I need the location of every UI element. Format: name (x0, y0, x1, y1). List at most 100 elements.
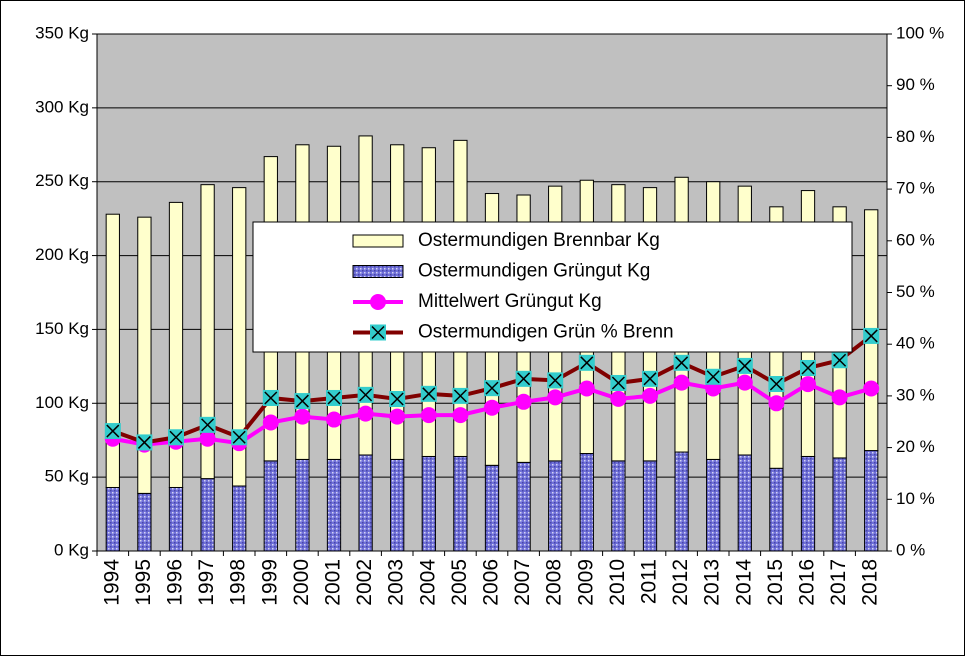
bar (168, 486, 184, 552)
marker-cross (675, 356, 689, 370)
bar (832, 457, 847, 552)
marker-cross (643, 372, 657, 386)
x-tick-label: 1997 (195, 559, 218, 606)
marker-cross (137, 435, 151, 449)
marker-cross (517, 372, 531, 386)
marker-cross (422, 387, 436, 401)
bar (674, 451, 689, 552)
x-tick-label: 1999 (258, 559, 281, 606)
x-tick-label: 2005 (448, 559, 471, 606)
bar (800, 455, 816, 552)
x-tick-label: 2016 (796, 559, 819, 606)
marker (547, 389, 564, 406)
legend-swatch (352, 265, 404, 278)
bar (706, 458, 721, 552)
x-tick-label: 2008 (543, 559, 566, 606)
marker (800, 376, 816, 393)
marker-cross (864, 329, 878, 343)
y2-tick-label: 60 % (896, 230, 935, 249)
x-tick-label: 2001 (322, 559, 345, 606)
bar (326, 458, 342, 552)
marker-cross (232, 430, 246, 444)
bar (548, 460, 563, 552)
marker (831, 389, 848, 406)
marker-cross (295, 394, 309, 408)
x-tick-label: 2013 (701, 559, 724, 606)
marker-cross (485, 381, 499, 395)
bar (358, 454, 373, 552)
bar (864, 450, 879, 552)
bar (390, 458, 405, 552)
x-tick-label: 2003 (385, 559, 408, 606)
marker (768, 395, 785, 412)
bar (105, 486, 120, 552)
y-tick-label: 200 Kg (35, 245, 89, 264)
x-tick-label: 2002 (353, 559, 376, 606)
marker-cross (327, 391, 341, 405)
x-tick-label: 2010 (606, 559, 629, 606)
y-tick-label: 100 Kg (35, 393, 89, 412)
marker-cross (453, 389, 467, 403)
marker (673, 374, 690, 391)
marker-cross (706, 370, 720, 384)
bar (484, 464, 500, 552)
y-tick-label: 50 Kg (45, 467, 89, 486)
marker (389, 408, 406, 425)
marker (357, 405, 374, 422)
marker-cross (611, 376, 625, 390)
marker-cross (801, 361, 815, 375)
marker (515, 393, 532, 410)
marker (736, 374, 753, 391)
y2-tick-label: 40 % (896, 334, 935, 353)
bar (642, 460, 658, 552)
x-tick-label: 2007 (511, 559, 534, 606)
y2-tick-label: 80 % (896, 127, 935, 146)
legend-marker (370, 294, 386, 310)
marker (863, 380, 880, 397)
marker (610, 390, 627, 407)
x-tick-label: 1994 (100, 559, 123, 606)
marker (262, 414, 279, 431)
marker-cross (201, 418, 215, 432)
marker-cross (548, 373, 562, 387)
marker-cross (359, 388, 373, 402)
x-tick-label: 2018 (859, 559, 882, 606)
bar (516, 461, 531, 552)
legend-label: Ostermundigen Grün % Brenn (418, 322, 674, 343)
bar (200, 478, 215, 552)
y-tick-label: 150 Kg (35, 319, 89, 338)
bar (137, 492, 152, 552)
y2-tick-label: 70 % (896, 179, 935, 198)
x-tick-label: 2017 (827, 559, 850, 606)
marker-cross (738, 359, 752, 373)
bar (579, 453, 594, 552)
marker (578, 380, 595, 397)
marker (484, 399, 500, 416)
bar (769, 467, 784, 552)
marker (294, 408, 311, 425)
legend-label: Ostermundigen Grüngut Kg (418, 261, 650, 282)
y2-tick-label: 90 % (896, 75, 935, 94)
marker-cross (264, 391, 278, 405)
legend-marker-cross (371, 325, 385, 340)
bar (737, 454, 752, 552)
bar (232, 485, 247, 552)
marker (326, 411, 342, 428)
x-tick-label: 2014 (732, 559, 755, 606)
bar (263, 460, 278, 552)
x-tick-label: 1998 (227, 559, 250, 606)
y-tick-label: 250 Kg (35, 171, 89, 190)
y-tick-label: 300 Kg (35, 97, 89, 116)
marker-cross (106, 424, 120, 438)
marker-cross (580, 356, 594, 370)
legend-label: Mittelwert Grüngut Kg (418, 291, 602, 312)
marker (452, 407, 469, 424)
x-tick-label: 2004 (416, 559, 439, 606)
y-tick-label: 350 Kg (35, 23, 89, 42)
x-tick-label: 1995 (132, 559, 155, 606)
marker (642, 387, 658, 404)
x-tick-label: 2015 (764, 559, 787, 606)
x-tick-label: 2006 (480, 559, 503, 606)
legend-swatch (352, 234, 404, 248)
